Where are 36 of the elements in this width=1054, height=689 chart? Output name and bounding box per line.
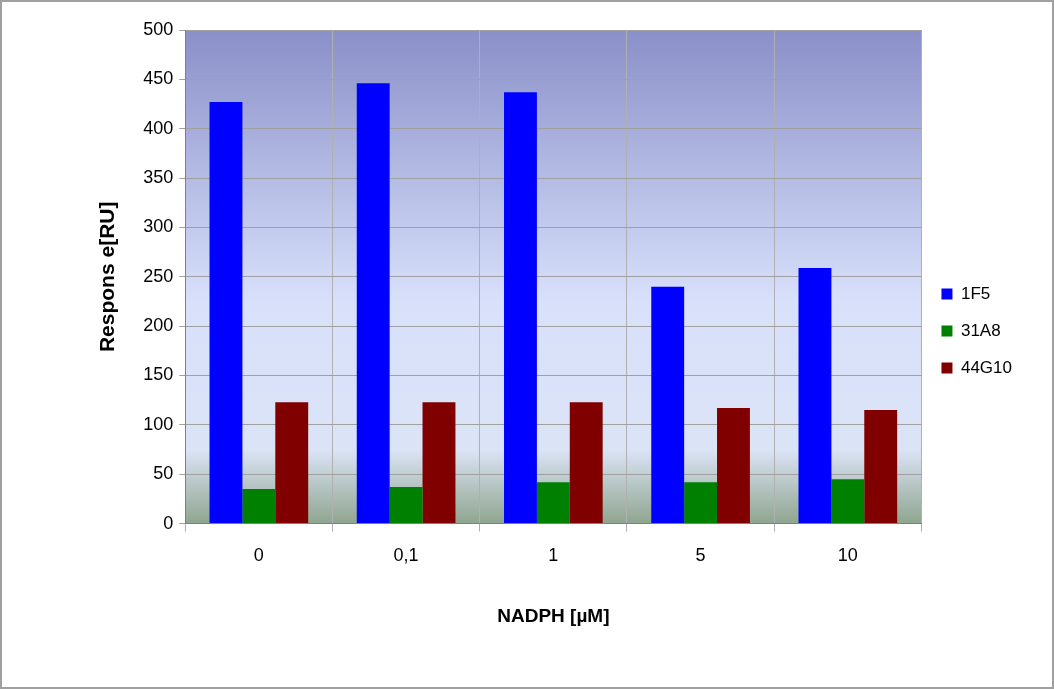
bar [356,83,390,524]
bar [209,102,243,524]
y-tick-label: 400 [143,117,174,138]
y-tick-label: 350 [143,167,174,188]
bar [831,479,865,524]
y-tick-label: 250 [143,265,174,286]
y-tick-label: 150 [143,364,174,385]
bar [275,402,309,524]
y-axis-title: Respons e[RU] [95,201,119,353]
y-tick-label: 500 [143,18,174,39]
bar [717,408,750,524]
y-tick-label: 300 [143,216,174,237]
bar [242,489,276,524]
bar [864,410,898,524]
y-tick-label: 100 [143,413,174,434]
legend-label: 31A8 [960,320,1001,340]
x-tick-label: 1 [548,545,559,566]
legend-label: 1F5 [960,283,991,303]
x-tick-label: 10 [837,545,858,566]
bar [651,286,685,524]
bar [536,482,570,524]
x-tick-label: 5 [695,545,706,566]
bar [422,402,456,524]
y-tick-label: 0 [163,512,174,533]
legend-label: 44G10 [960,357,1013,377]
bar [389,487,423,524]
bar [798,267,832,524]
bar [569,402,603,524]
y-tick-label: 50 [153,463,174,484]
y-tick-label: 200 [143,315,174,336]
bar [504,92,537,524]
y-tick-label: 450 [143,68,174,89]
x-tick-label: 0,1 [393,545,419,566]
x-axis-title: NADPH [µM] [497,604,610,626]
x-tick-label: 0 [253,545,264,566]
bar [684,482,718,524]
